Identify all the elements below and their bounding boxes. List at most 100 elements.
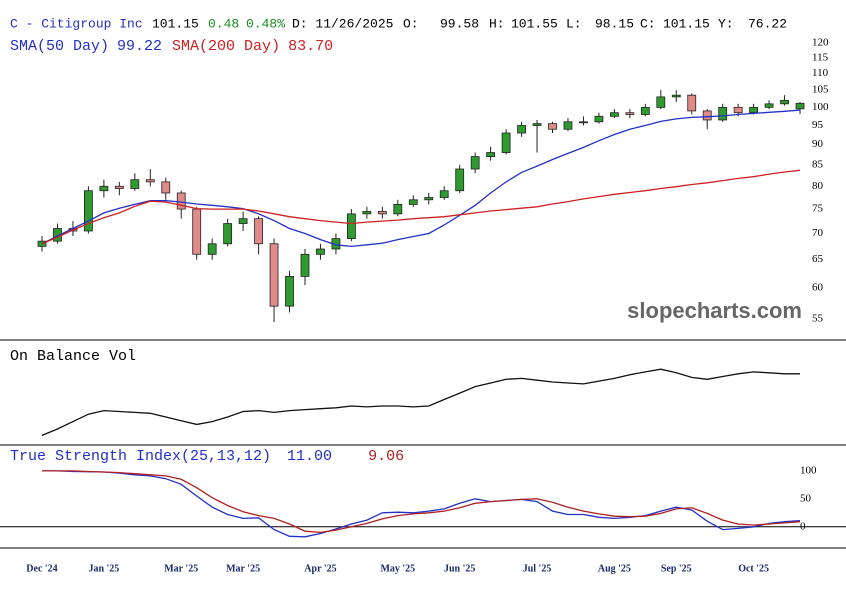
candle-body xyxy=(145,179,155,183)
date: D: 11/26/2025 xyxy=(292,16,393,31)
legend-value: 83.70 xyxy=(288,38,333,55)
y-tick-label: 85 xyxy=(812,158,824,170)
y-label: Y: xyxy=(718,16,734,31)
legend-value: 9.06 xyxy=(368,448,404,465)
candle-body xyxy=(579,121,588,124)
candle-body xyxy=(795,102,805,110)
y-tick-label: 70 xyxy=(812,227,824,239)
candle-body xyxy=(285,276,294,307)
y-value: 76.22 xyxy=(748,16,787,31)
close-label: C: xyxy=(640,16,656,31)
y-tick-label: 80 xyxy=(812,180,824,192)
legend-value: 11.00 xyxy=(287,448,332,465)
line-series xyxy=(41,169,801,245)
candle-body xyxy=(594,115,604,123)
y-tick-label: 50 xyxy=(800,492,812,504)
low: 98.15 xyxy=(595,16,634,31)
candle-body xyxy=(764,103,774,108)
candle-body xyxy=(733,106,743,114)
y-tick-label: 65 xyxy=(812,253,824,265)
candle-body xyxy=(749,106,759,114)
x-tick-label: Aug '25 xyxy=(598,563,631,574)
y-tick-label: 90 xyxy=(812,138,824,150)
candle-body xyxy=(99,185,109,192)
candle-body xyxy=(702,110,712,121)
x-tick-label: Jan '25 xyxy=(88,563,119,574)
candle-body xyxy=(207,243,217,255)
panel-title: On Balance Vol xyxy=(10,348,136,365)
y-tick-label: 75 xyxy=(812,203,824,215)
y-tick-label: 100 xyxy=(812,101,829,113)
line-series xyxy=(42,470,801,534)
candle-body xyxy=(238,218,248,224)
line-series xyxy=(41,109,801,248)
candle-body xyxy=(718,106,728,121)
change: 0.48 xyxy=(208,16,239,31)
candle-body xyxy=(780,99,789,105)
candle-body xyxy=(609,112,619,117)
low-label: L: xyxy=(566,16,582,31)
candle-body xyxy=(486,152,496,158)
candle-body xyxy=(161,181,171,194)
x-tick-label: Mar '25 xyxy=(164,563,198,574)
candle-body xyxy=(625,112,635,115)
watermark: slopecharts.com xyxy=(627,298,802,323)
candle-body xyxy=(532,123,542,126)
x-tick-label: Sep '25 xyxy=(661,563,692,574)
open: 99.58 xyxy=(440,16,479,31)
y-tick-label: 120 xyxy=(812,36,829,48)
x-tick-label: Mar '25 xyxy=(226,563,260,574)
candle-body xyxy=(656,96,666,108)
candle-body xyxy=(300,253,310,277)
header: C - Citigroup Inc 101.15 0.48 0.48% D: 1… xyxy=(10,16,787,31)
candle-body xyxy=(424,197,434,201)
candle-body xyxy=(377,211,387,215)
candle-body xyxy=(254,218,263,245)
candle-body xyxy=(393,204,403,215)
legend: SMA(50 Day) 99.22 SMA(200 Day) 83.70 xyxy=(10,38,333,55)
candle-body xyxy=(316,248,325,255)
change-pct: 0.48% xyxy=(246,16,285,31)
candle-body xyxy=(192,208,202,255)
x-tick-label: Jun '25 xyxy=(444,563,475,574)
x-tick-label: Oct '25 xyxy=(738,563,769,574)
legend-name: SMA(50 Day) xyxy=(10,38,109,55)
x-tick-label: Jul '25 xyxy=(523,563,552,574)
open-label: O: xyxy=(403,16,419,31)
candle-body xyxy=(687,94,697,112)
candle-body xyxy=(223,223,233,245)
candle-body xyxy=(84,190,93,232)
candle-body xyxy=(408,199,418,205)
y-tick-label: 105 xyxy=(812,84,829,96)
y-tick-label: 55 xyxy=(812,312,824,324)
candle-body xyxy=(269,243,279,307)
panel-title-text: True Strength Index(25,13,12) xyxy=(10,448,271,465)
panel-title-text: On Balance Vol xyxy=(10,348,136,365)
candle-body xyxy=(640,106,650,115)
legend-value: 99.22 xyxy=(117,38,162,55)
candle-body xyxy=(517,125,526,134)
candle-body xyxy=(439,190,449,198)
candle-body xyxy=(346,213,356,239)
y-tick-label: 100 xyxy=(800,464,817,476)
y-tick-label: 95 xyxy=(812,119,824,131)
last: 101.15 xyxy=(152,16,199,31)
x-tick-label: Apr '25 xyxy=(304,563,336,574)
candle-body xyxy=(548,123,557,130)
candle-body xyxy=(671,94,681,98)
candle-body xyxy=(563,121,573,130)
x-tick-label: May '25 xyxy=(380,563,415,574)
candle-body xyxy=(176,192,186,210)
line-series xyxy=(42,470,801,538)
y-tick-label: 60 xyxy=(812,282,824,294)
high: 101.55 xyxy=(511,16,558,31)
candle-body xyxy=(362,211,372,215)
symbol: C - Citigroup Inc xyxy=(10,16,143,31)
candle-body xyxy=(455,168,465,192)
candle-body xyxy=(501,132,511,153)
y-tick-label: 115 xyxy=(812,51,829,63)
line-series xyxy=(41,368,800,437)
y-tick-label: 110 xyxy=(812,67,829,79)
legend-name: SMA(200 Day) xyxy=(172,38,280,55)
